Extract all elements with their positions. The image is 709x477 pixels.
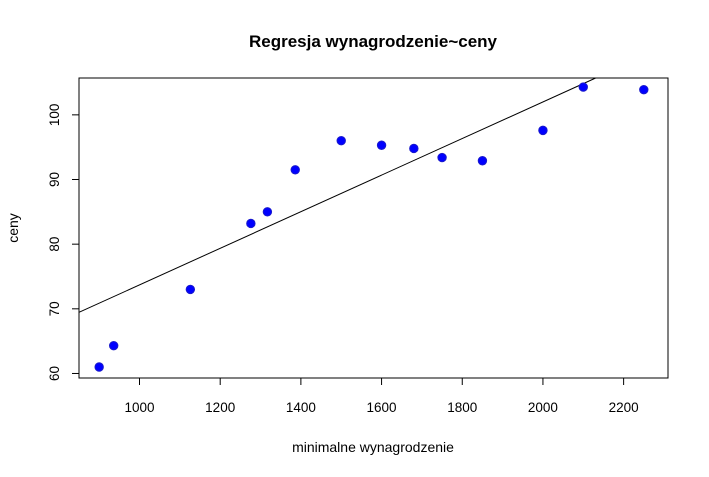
- plot-frame: [78, 77, 669, 379]
- data-point: [538, 125, 548, 136]
- regression-line: [78, 77, 596, 313]
- y-axis: 60 70 80 90 100: [47, 104, 80, 381]
- data-point: [185, 284, 196, 295]
- data-point: [246, 218, 256, 229]
- data-point: [437, 152, 447, 163]
- chart-title: Regresja wynagrodzenie~ceny: [249, 32, 498, 51]
- data-points: [94, 82, 649, 372]
- plot-area: [78, 77, 649, 372]
- data-point: [477, 156, 488, 166]
- x-axis: 1000 1200 1400 1600 1800 2000 2200: [124, 377, 639, 415]
- data-point: [108, 340, 119, 351]
- data-point: [262, 207, 273, 217]
- y-tick-label: 90: [47, 172, 62, 187]
- y-tick-label: 100: [47, 104, 62, 127]
- data-point: [639, 84, 649, 95]
- x-tick-label: 2000: [528, 400, 558, 415]
- data-point: [578, 82, 588, 92]
- y-axis-label: ceny: [5, 213, 21, 243]
- x-axis-label: minimalne wynagrodzenie: [292, 439, 454, 455]
- y-tick-label: 70: [47, 301, 62, 316]
- y-tick-label: 60: [47, 366, 62, 381]
- x-tick-label: 1000: [124, 400, 154, 415]
- data-point: [336, 136, 346, 146]
- x-tick-label: 1400: [286, 400, 316, 415]
- data-point: [376, 140, 387, 150]
- x-tick-label: 1200: [205, 400, 235, 415]
- data-point: [94, 362, 104, 372]
- x-tick-label: 1800: [447, 400, 477, 415]
- y-tick-label: 80: [47, 237, 62, 252]
- data-point: [290, 165, 300, 175]
- x-tick-label: 2200: [609, 400, 639, 415]
- data-point: [409, 143, 419, 154]
- x-tick-label: 1600: [367, 400, 397, 415]
